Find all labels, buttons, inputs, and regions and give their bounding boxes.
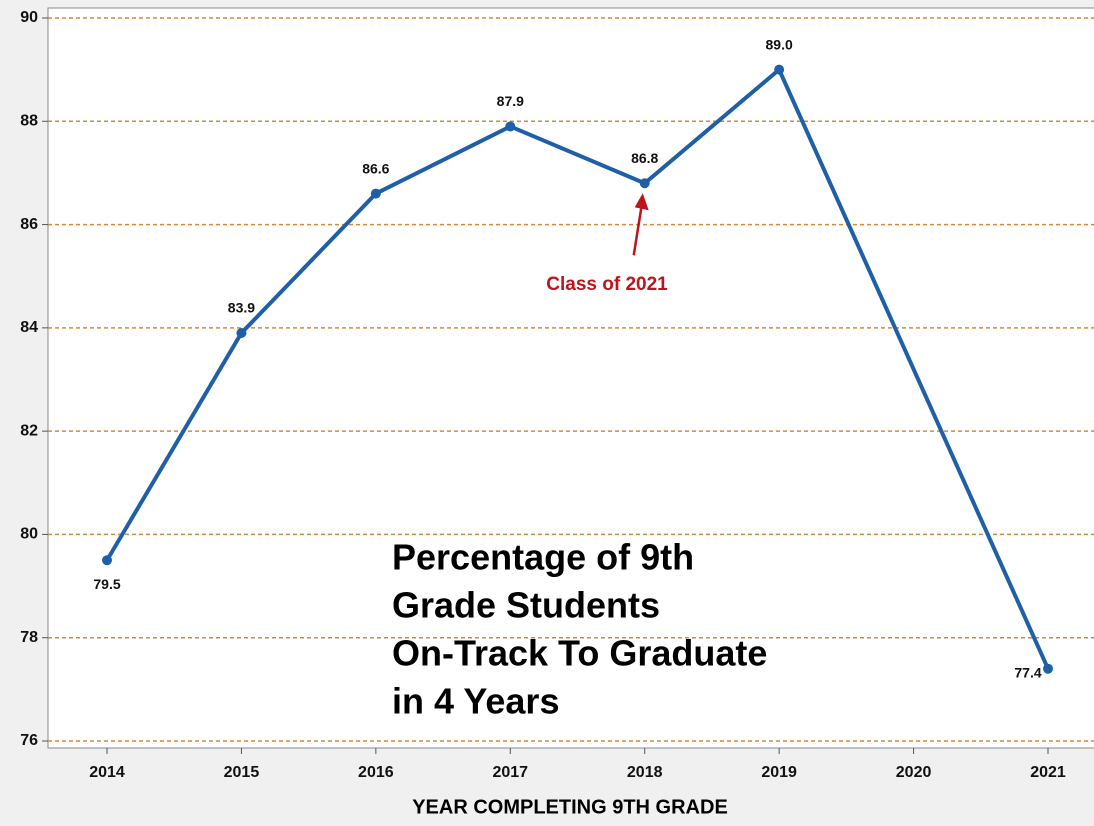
point	[1043, 663, 1053, 674]
annotation: Class of 2021	[546, 274, 668, 295]
x-tick-label: 2016	[358, 764, 394, 781]
x-tick-label: 2018	[627, 764, 663, 781]
point	[639, 178, 650, 189]
value-label: 79.5	[93, 576, 120, 592]
value-label: 89.0	[766, 36, 793, 52]
value-label: 87.9	[497, 93, 524, 109]
y-tick-label: 76	[20, 732, 38, 749]
annotation-arrow	[632, 205, 643, 256]
annotation-arrowhead	[634, 193, 649, 211]
x-axis-label: YEAR COMPLETING 9TH GRADE	[412, 796, 728, 818]
point	[236, 328, 247, 339]
y-tick-label: 80	[20, 526, 38, 543]
chart-title: Grade Students	[392, 585, 660, 626]
y-tick-label: 82	[20, 422, 38, 439]
chart-title: Percentage of 9th	[392, 537, 694, 578]
x-tick-label: 2014	[89, 764, 125, 781]
point	[774, 64, 785, 75]
chart-title: in 4 Years	[392, 681, 559, 722]
point	[102, 555, 112, 566]
value-label: 83.9	[228, 300, 255, 316]
value-label: 86.6	[362, 160, 389, 176]
x-tick-label: 2019	[761, 764, 797, 781]
y-tick-label: 88	[20, 113, 38, 130]
value-label: 77.4	[1014, 664, 1041, 680]
y-tick-label: 84	[20, 319, 38, 336]
x-tick-label: 2020	[896, 764, 932, 781]
point	[505, 121, 516, 132]
x-tick-label: 2017	[492, 764, 528, 781]
y-tick-label: 90	[20, 9, 38, 26]
y-tick-label: 78	[20, 629, 38, 646]
point	[370, 188, 381, 199]
chart-title: On-Track To Graduate	[392, 633, 767, 674]
x-tick-label: 2021	[1030, 764, 1066, 781]
value-label: 86.8	[631, 150, 658, 166]
y-tick-label: 86	[20, 216, 38, 233]
x-tick-label: 2015	[224, 764, 260, 781]
